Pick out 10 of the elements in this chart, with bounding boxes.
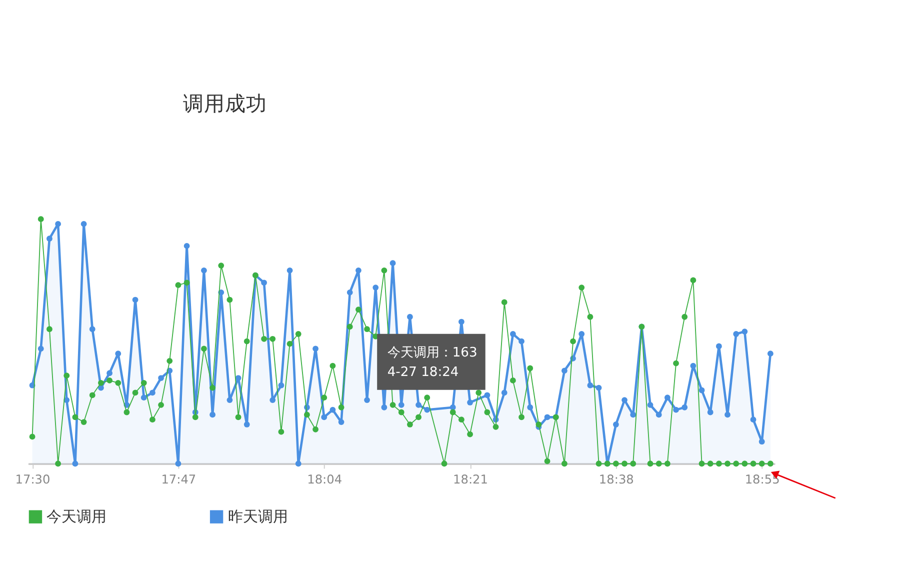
x-tick-label: 18:21 xyxy=(453,472,488,487)
legend-label: 昨天调用 xyxy=(228,507,288,526)
x-tick-label: 18:38 xyxy=(598,472,634,487)
annotation: 4-27 18:24 xyxy=(387,364,459,380)
annotation: 今天调用：163 xyxy=(387,345,478,360)
x-tick-label: 18:04 xyxy=(307,472,342,487)
legend-label: 今天调用 xyxy=(46,507,107,526)
x-tick-label: 17:30 xyxy=(15,472,50,487)
x-tick-label: 17:47 xyxy=(161,472,196,487)
chart-title: 调用成功 xyxy=(182,92,267,116)
